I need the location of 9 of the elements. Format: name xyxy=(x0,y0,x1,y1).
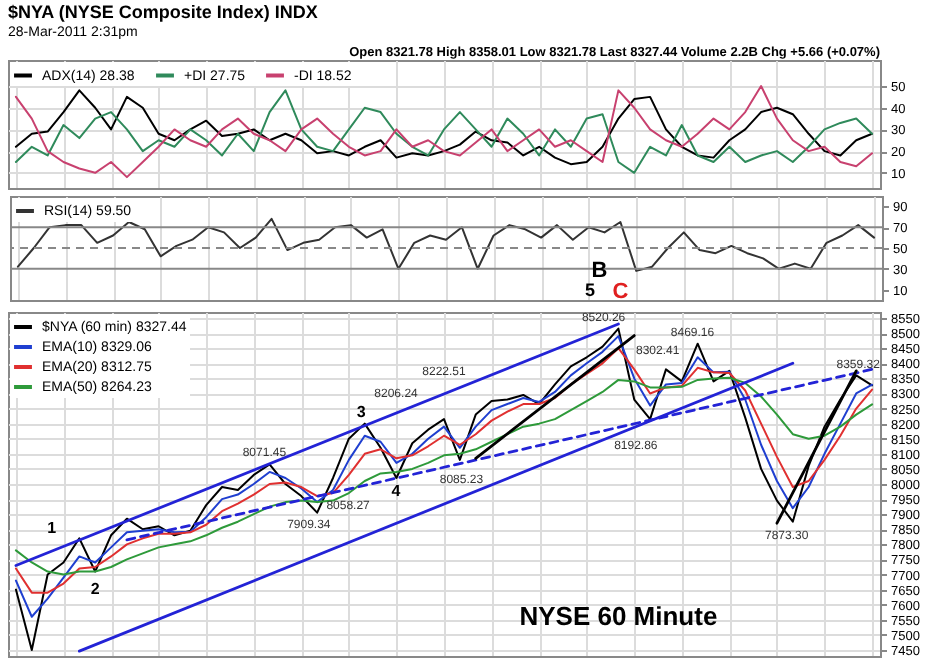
annotation: 4 xyxy=(391,481,402,500)
annotation: 2 xyxy=(90,579,101,598)
annotation: 1 xyxy=(47,519,58,538)
chart-title: $NYA (NYSE Composite Index) INDX xyxy=(8,2,318,22)
annotation: B xyxy=(591,258,608,283)
annotation: NYSE 60 Minute xyxy=(519,600,718,631)
annotation: 5 xyxy=(584,279,595,300)
annotation: 3 xyxy=(356,403,367,422)
annotation: C xyxy=(612,279,629,304)
